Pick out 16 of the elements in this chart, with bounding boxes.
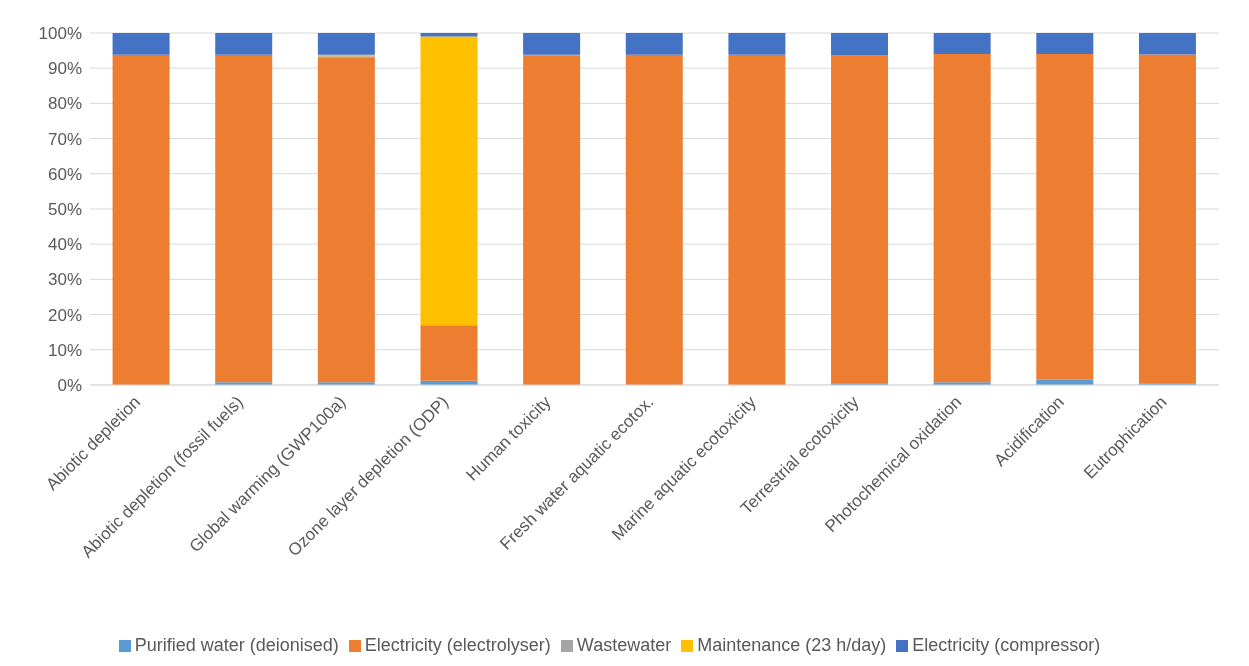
y-tick-label: 70% [47, 129, 82, 149]
y-tick-label: 100% [38, 24, 82, 44]
y-tick-label: 80% [47, 94, 82, 114]
y-tick-label: 20% [47, 305, 82, 325]
y-tick-label: 30% [47, 270, 82, 290]
y-tick-label: 50% [47, 200, 82, 220]
legend-label: Wastewater [576, 635, 672, 655]
legend-label: Maintenance (23 h/day) [697, 635, 887, 655]
legend-label: Electricity (compressor) [912, 635, 1101, 655]
y-tick-label: 90% [47, 59, 82, 79]
y-tick-label: 10% [47, 340, 82, 360]
legend-label: Electricity (electrolyser) [364, 635, 551, 655]
legend-label: Purified water (deionised) [134, 635, 339, 655]
y-tick-label: 40% [47, 235, 82, 255]
y-tick-label: 0% [57, 376, 82, 396]
y-tick-label: 60% [47, 164, 82, 184]
